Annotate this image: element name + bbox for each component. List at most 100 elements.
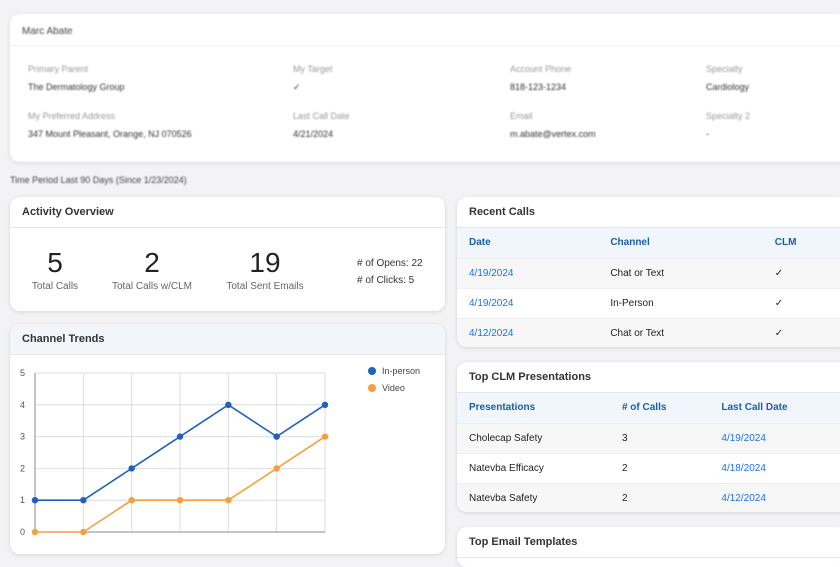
y-tick-label: 0 xyxy=(20,527,25,537)
field-account-phone: Account Phone 818-123-1234 xyxy=(510,64,571,92)
data-point xyxy=(273,433,280,440)
column-header[interactable]: Channel xyxy=(598,228,763,258)
top-email-card: Top Email Templates xyxy=(457,527,840,567)
table-row: Natevba Efficacy 2 4/18/2024 xyxy=(457,452,840,483)
table-cell: In-Person xyxy=(598,287,763,318)
field-label: Last Call Date xyxy=(293,111,350,121)
activity-title: Activity Overview xyxy=(10,197,445,228)
table-cell[interactable]: 4/19/2024 xyxy=(457,287,599,318)
data-point xyxy=(31,497,39,504)
stat-value: 19 xyxy=(249,247,281,278)
field-value: - xyxy=(706,129,709,139)
recent-calls-title: Recent Calls xyxy=(457,197,840,228)
data-point xyxy=(31,528,39,536)
data-point xyxy=(225,401,232,408)
field-value: 347 Mount Pleasant, Orange, NJ 070526 xyxy=(28,129,192,139)
column-header[interactable]: Last Call Date xyxy=(709,393,840,423)
table-row: Natevba Safety 2 4/12/2024 xyxy=(457,482,840,512)
opens-count: # of Opens: 22 xyxy=(357,258,423,269)
account-header-card: Marc Abate Primary Parent The Dermatology… xyxy=(10,14,840,162)
table-cell: Chat or Text xyxy=(598,257,763,288)
stat-value: 2 xyxy=(144,247,160,278)
table-cell: ✓ xyxy=(762,317,840,347)
y-tick-label: 1 xyxy=(20,495,25,505)
clicks-count: # of Clicks: 5 xyxy=(357,275,415,286)
stat-label: Total Calls w/CLM xyxy=(111,281,193,292)
data-point xyxy=(128,465,135,472)
stat-total-calls: 5 Total Calls xyxy=(24,247,86,292)
table-cell: Natevba Efficacy xyxy=(457,452,610,483)
data-point xyxy=(321,401,329,408)
table-cell[interactable]: 4/19/2024 xyxy=(709,422,840,453)
table-cell: Cholecap Safety xyxy=(457,422,610,453)
channel-trends-chart: 0 1 2 3 4 5 In-person Video xyxy=(20,366,420,537)
legend-marker xyxy=(368,384,376,392)
table-cell[interactable]: 4/18/2024 xyxy=(709,452,840,483)
channel-trends-card: Channel Trends 0 1 2 3 4 5 In-person Video xyxy=(10,324,445,554)
y-tick-label: 2 xyxy=(20,463,25,473)
stat-sent-emails: 19 Total Sent Emails xyxy=(215,247,315,292)
table-row: 4/19/2024 In-Person ✓ xyxy=(457,287,840,318)
legend-label: In-person xyxy=(382,366,420,376)
header-row: Presentations # of Calls Last Call Date xyxy=(457,393,840,423)
top-clm-table: Presentations # of Calls Last Call Date Cho… xyxy=(457,393,840,512)
field-label: Specialty xyxy=(706,64,743,74)
table-cell: 2 xyxy=(609,482,710,512)
y-tick-label: 3 xyxy=(20,432,25,442)
field-label: Primary Parent xyxy=(28,64,89,74)
table-cell: ✓ xyxy=(762,287,840,318)
legend-marker xyxy=(368,367,376,375)
top-clm-title: Top CLM Presentations xyxy=(457,362,840,393)
table-cell[interactable]: 4/12/2024 xyxy=(457,317,599,347)
field-primary-parent: Primary Parent The Dermatology Group xyxy=(28,64,125,92)
account-name: Marc Abate xyxy=(10,14,840,46)
top-email-title: Top Email Templates xyxy=(457,527,840,558)
column-header[interactable]: CLM xyxy=(762,228,840,258)
field-specialty: Specialty Cardiology xyxy=(706,64,749,92)
field-value[interactable]: 4/21/2024 xyxy=(293,129,334,139)
data-point xyxy=(225,497,232,504)
activity-overview-card: Activity Overview 5 Total Calls 2 Total Ca… xyxy=(10,197,445,311)
stat-label: Total Sent Emails xyxy=(226,281,304,292)
field-value: ✓ xyxy=(293,82,301,92)
table-row: 4/19/2024 Chat or Text ✓ xyxy=(457,257,840,288)
data-point xyxy=(128,497,135,504)
table-cell: Natevba Safety xyxy=(457,482,610,512)
table-row: Cholecap Safety 3 4/19/2024 xyxy=(457,422,840,453)
stat-label: Total Calls xyxy=(31,281,79,292)
stat-value: 5 xyxy=(47,247,63,278)
data-point xyxy=(80,528,87,536)
data-point xyxy=(80,497,87,504)
table-cell[interactable]: 4/19/2024 xyxy=(457,257,599,288)
time-period: Time Period Last 90 Days (Since 1/23/202… xyxy=(10,175,187,185)
field-my-target: My Target ✓ xyxy=(293,64,332,93)
column-header[interactable]: # of Calls xyxy=(609,393,710,423)
field-last-call-date: Last Call Date 4/21/2024 xyxy=(293,111,350,139)
stat-calls-clm: 2 Total Calls w/CLM xyxy=(102,247,202,292)
field-my-preferred-address: My Preferred Address 347 Mount Pleasant, … xyxy=(28,111,192,139)
field-specialty-2: Specialty 2 - xyxy=(706,111,750,139)
field-label: My Target xyxy=(293,64,333,74)
data-point xyxy=(176,497,184,504)
recent-calls-table: Date Channel CLM 4/19/2024 Chat or Text ✓ 4/19… xyxy=(457,228,840,347)
column-header[interactable]: Presentations xyxy=(457,393,610,423)
trends-title: Channel Trends xyxy=(10,324,445,355)
table-cell: Chat or Text xyxy=(598,317,763,347)
recent-calls-card: Recent Calls Date Channel CLM 4/19/2024 Chat… xyxy=(457,197,840,347)
data-point xyxy=(321,433,329,440)
y-tick-label: 4 xyxy=(20,400,25,410)
field-label: Specialty 2 xyxy=(706,111,751,121)
data-point xyxy=(176,433,184,440)
field-label: My Preferred Address xyxy=(28,111,116,121)
data-point xyxy=(273,465,280,472)
field-value: m.abate@vertex.com xyxy=(510,129,596,139)
table-cell: 3 xyxy=(609,422,710,453)
header-row: Date Channel CLM xyxy=(457,228,840,258)
field-value: 818-123-1234 xyxy=(510,82,567,92)
field-label: Email xyxy=(510,111,533,121)
column-header[interactable]: Date xyxy=(457,228,599,258)
table-row: 4/12/2024 Chat or Text ✓ xyxy=(457,317,840,347)
table-cell[interactable]: 4/12/2024 xyxy=(709,482,840,512)
field-label: Account Phone xyxy=(510,64,572,74)
table-cell: 2 xyxy=(609,452,710,483)
